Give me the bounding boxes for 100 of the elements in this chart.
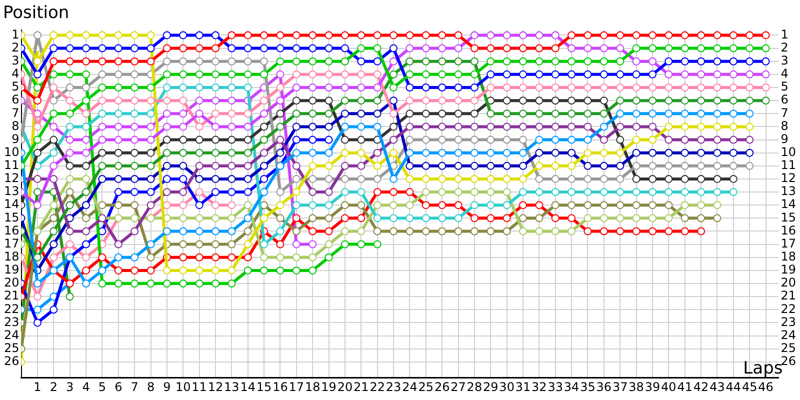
- point: [568, 122, 576, 131]
- point: [276, 122, 284, 131]
- y2-tick-label: 22: [780, 302, 796, 316]
- point: [519, 110, 528, 118]
- point: [502, 214, 511, 222]
- point: [33, 318, 42, 327]
- point: [373, 240, 382, 248]
- y2-tick-label: 26: [780, 354, 796, 368]
- point: [648, 214, 656, 222]
- point: [406, 148, 414, 157]
- point: [680, 57, 689, 66]
- point: [357, 162, 366, 170]
- point: [340, 227, 349, 236]
- point: [600, 122, 608, 131]
- point: [211, 31, 220, 40]
- point: [406, 201, 414, 210]
- point: [114, 253, 122, 262]
- point: [729, 136, 738, 144]
- point: [373, 162, 382, 170]
- point: [146, 162, 155, 170]
- point: [648, 188, 656, 196]
- y-tick-label: 19: [4, 262, 20, 277]
- point: [228, 70, 236, 78]
- point: [664, 162, 673, 170]
- point: [130, 70, 139, 78]
- point: [519, 174, 528, 183]
- point: [114, 266, 122, 274]
- point: [713, 96, 722, 105]
- point: [260, 57, 268, 66]
- point: [66, 292, 74, 301]
- point: [82, 227, 90, 236]
- point: [454, 44, 462, 52]
- point: [519, 84, 528, 92]
- point: [244, 122, 252, 131]
- point: [260, 266, 268, 274]
- x-tick-label: 18: [304, 380, 320, 394]
- point: [357, 110, 366, 118]
- point: [746, 148, 754, 157]
- point: [632, 96, 640, 105]
- point: [746, 96, 754, 105]
- point: [292, 266, 300, 274]
- y2-tick-label: 13: [780, 184, 796, 198]
- point: [114, 110, 122, 118]
- point: [324, 44, 333, 52]
- point: [244, 188, 252, 196]
- point: [179, 70, 188, 78]
- x-tick-label: 12: [208, 380, 224, 394]
- point: [179, 227, 188, 236]
- point: [50, 162, 58, 170]
- point: [162, 136, 171, 144]
- point: [162, 31, 171, 40]
- point: [422, 31, 430, 40]
- point: [308, 31, 317, 40]
- point: [632, 188, 640, 196]
- y-tick-label: 9: [12, 132, 20, 146]
- point: [535, 174, 544, 183]
- y2-tick-label: 5: [780, 80, 788, 94]
- point: [162, 188, 171, 196]
- y-tick-label: 17: [4, 236, 20, 250]
- point: [616, 174, 624, 183]
- point: [195, 110, 204, 118]
- point: [680, 136, 689, 144]
- point: [664, 31, 673, 40]
- point: [146, 188, 155, 196]
- point: [179, 214, 188, 222]
- point: [406, 44, 414, 52]
- point: [584, 162, 592, 170]
- point: [162, 162, 171, 170]
- point: [551, 174, 560, 183]
- point: [762, 70, 770, 78]
- point: [33, 57, 42, 66]
- point: [406, 70, 414, 78]
- x-tick-label: 38: [628, 380, 644, 394]
- point: [66, 162, 74, 170]
- point: [438, 214, 446, 222]
- point: [373, 201, 382, 210]
- point: [406, 214, 414, 222]
- point: [82, 96, 90, 105]
- point: [260, 148, 268, 157]
- point: [130, 122, 139, 131]
- point: [632, 44, 640, 52]
- point: [616, 162, 624, 170]
- point: [438, 84, 446, 92]
- point: [454, 188, 462, 196]
- point: [228, 162, 236, 170]
- point: [114, 84, 122, 92]
- point: [680, 201, 689, 210]
- x-tick-label: 19: [321, 380, 336, 394]
- point: [146, 240, 155, 248]
- point: [616, 136, 624, 144]
- point: [470, 122, 478, 131]
- y-axis-title: Position: [3, 3, 70, 23]
- point: [664, 122, 673, 131]
- point: [146, 280, 155, 288]
- point: [502, 31, 511, 40]
- point: [179, 110, 188, 118]
- point: [260, 240, 268, 248]
- point: [600, 84, 608, 92]
- point: [340, 122, 349, 131]
- point: [130, 162, 139, 170]
